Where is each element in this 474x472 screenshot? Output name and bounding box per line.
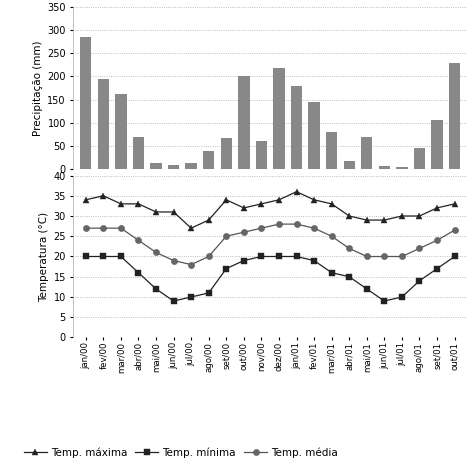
Temp. mínima	[136, 270, 141, 276]
Y-axis label: Temperatura (°C): Temperatura (°C)	[39, 211, 49, 302]
Temp. máxima	[399, 213, 405, 219]
Temp. média	[399, 253, 405, 259]
Temp. mínima	[188, 294, 194, 300]
Temp. máxima	[364, 217, 370, 223]
Temp. mínima	[452, 253, 457, 259]
Temp. mínima	[382, 298, 387, 304]
Temp. média	[258, 225, 264, 231]
Temp. mínima	[241, 258, 246, 263]
Temp. máxima	[258, 201, 264, 207]
Temp. máxima	[171, 209, 176, 215]
Bar	[185, 163, 197, 169]
Bar	[344, 160, 355, 169]
Line: Temp. média: Temp. média	[82, 221, 458, 268]
Temp. média	[206, 253, 211, 259]
Temp. média	[452, 228, 457, 233]
Temp. máxima	[276, 197, 282, 202]
Temp. média	[382, 253, 387, 259]
Temp. média	[188, 262, 194, 268]
Temp. mínima	[206, 290, 211, 296]
Temp. mínima	[434, 266, 440, 271]
Temp. média	[364, 253, 370, 259]
Bar	[379, 166, 390, 169]
Temp. média	[294, 221, 300, 227]
Bar	[203, 152, 214, 169]
Legend: Temp. máxima, Temp. mínima, Temp. média: Temp. máxima, Temp. mínima, Temp. média	[19, 443, 342, 462]
Bar	[326, 132, 337, 169]
Temp. mínima	[223, 266, 229, 271]
Bar	[431, 120, 443, 169]
Temp. máxima	[311, 197, 317, 202]
Bar	[80, 37, 91, 169]
Bar	[396, 167, 408, 169]
Bar	[168, 165, 179, 169]
Temp. mínima	[118, 253, 124, 259]
Temp. máxima	[294, 189, 300, 194]
Temp. máxima	[83, 197, 89, 202]
Line: Temp. mínima: Temp. mínima	[82, 253, 458, 304]
Temp. média	[417, 245, 422, 251]
Temp. máxima	[329, 201, 335, 207]
Bar	[115, 93, 127, 169]
Bar	[255, 141, 267, 169]
Temp. mínima	[294, 253, 300, 259]
Temp. mínima	[346, 274, 352, 279]
Bar	[291, 86, 302, 169]
Temp. máxima	[417, 213, 422, 219]
Temp. média	[329, 234, 335, 239]
Bar	[309, 102, 320, 169]
Temp. mínima	[329, 270, 335, 276]
Temp. máxima	[206, 217, 211, 223]
Bar	[133, 137, 144, 169]
Temp. mínima	[311, 258, 317, 263]
Temp. média	[153, 250, 159, 255]
Temp. máxima	[346, 213, 352, 219]
Temp. mínima	[153, 286, 159, 292]
Temp. máxima	[136, 201, 141, 207]
Temp. mínima	[417, 278, 422, 284]
Temp. mínima	[171, 298, 176, 304]
Bar	[361, 137, 373, 169]
Temp. mínima	[399, 294, 405, 300]
Temp. máxima	[100, 193, 106, 199]
Line: Temp. máxima: Temp. máxima	[82, 189, 458, 231]
Temp. máxima	[382, 217, 387, 223]
Temp. mínima	[83, 253, 89, 259]
Temp. máxima	[153, 209, 159, 215]
Temp. máxima	[223, 197, 229, 202]
Temp. média	[171, 258, 176, 263]
Temp. média	[118, 225, 124, 231]
Bar	[238, 76, 249, 169]
Temp. mínima	[100, 253, 106, 259]
Temp. máxima	[118, 201, 124, 207]
Temp. média	[136, 237, 141, 243]
Temp. máxima	[241, 205, 246, 211]
Temp. mínima	[258, 253, 264, 259]
Bar	[414, 148, 425, 169]
Temp. mínima	[276, 253, 282, 259]
Temp. mínima	[364, 286, 370, 292]
Temp. máxima	[452, 201, 457, 207]
Temp. média	[346, 245, 352, 251]
Bar	[98, 79, 109, 169]
Bar	[273, 68, 285, 169]
Temp. máxima	[188, 225, 194, 231]
Bar	[449, 63, 460, 169]
Temp. média	[83, 225, 89, 231]
Temp. média	[434, 237, 440, 243]
Temp. máxima	[434, 205, 440, 211]
Bar	[150, 163, 162, 169]
Y-axis label: Precipitação (mm): Precipitação (mm)	[33, 40, 43, 136]
Bar	[220, 137, 232, 169]
Temp. média	[100, 225, 106, 231]
Temp. média	[311, 225, 317, 231]
Temp. média	[223, 234, 229, 239]
Temp. média	[241, 229, 246, 235]
Temp. média	[276, 221, 282, 227]
